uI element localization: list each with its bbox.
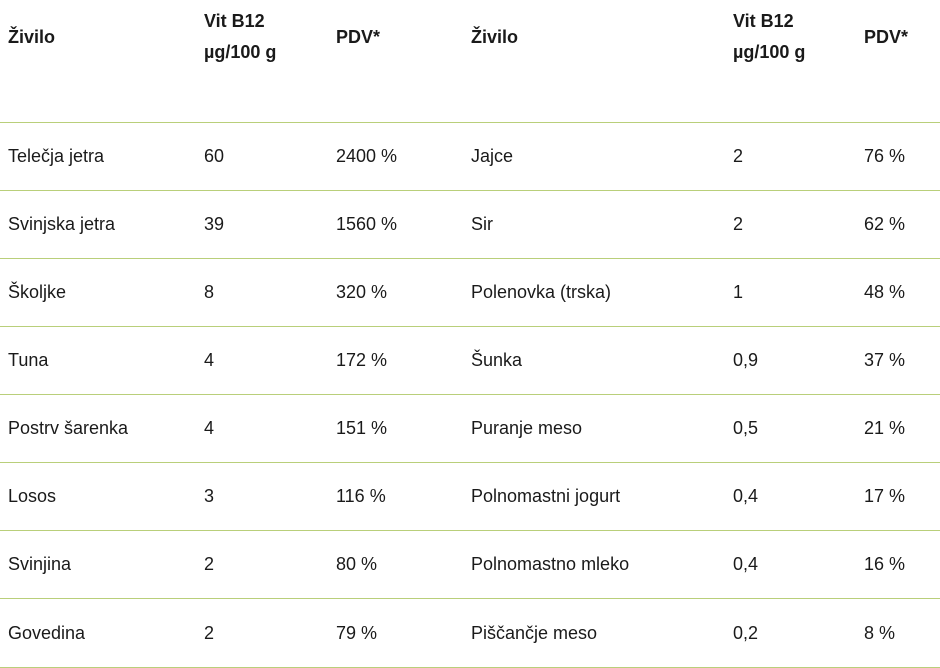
vit-right-cell: 0,9 bbox=[725, 326, 856, 395]
food-right-cell: Polnomastno mleko bbox=[463, 530, 725, 599]
pdv-right-cell: 21 % bbox=[856, 394, 940, 463]
table-header: Živilo Vit B12 µg/100 g PDV* Živilo Vit … bbox=[0, 0, 940, 123]
vit-right-cell: 0,5 bbox=[725, 394, 856, 463]
vit-right-cell: 2 bbox=[725, 122, 856, 191]
food-left-cell: Svinjska jetra bbox=[0, 190, 196, 259]
table-body: Telečja jetra 60 2400 % Jajce 2 76 % Svi… bbox=[0, 122, 940, 668]
table-row: Losos 3 116 % Polnomastni jogurt 0,4 17 … bbox=[0, 462, 940, 531]
food-left-cell: Školjke bbox=[0, 258, 196, 327]
table-row: Telečja jetra 60 2400 % Jajce 2 76 % bbox=[0, 122, 940, 191]
pdv-left-cell: 79 % bbox=[328, 598, 463, 668]
vit-left-cell: 3 bbox=[196, 462, 328, 531]
pdv-left-cell: 172 % bbox=[328, 326, 463, 395]
pdv-right-cell: 8 % bbox=[856, 598, 940, 668]
header-vit-right: Vit B12 µg/100 g bbox=[725, 0, 856, 123]
food-left-cell: Svinjina bbox=[0, 530, 196, 599]
pdv-left-cell: 2400 % bbox=[328, 122, 463, 191]
vit-left-cell: 2 bbox=[196, 530, 328, 599]
pdv-right-cell: 48 % bbox=[856, 258, 940, 327]
header-row: Živilo Vit B12 µg/100 g PDV* Živilo Vit … bbox=[0, 0, 940, 123]
header-food-left: Živilo bbox=[0, 0, 196, 123]
pdv-right-cell: 16 % bbox=[856, 530, 940, 599]
food-right-cell: Sir bbox=[463, 190, 725, 259]
header-pdv-right: PDV* bbox=[856, 0, 940, 123]
pdv-right-cell: 76 % bbox=[856, 122, 940, 191]
pdv-left-cell: 151 % bbox=[328, 394, 463, 463]
food-left-cell: Telečja jetra bbox=[0, 122, 196, 191]
pdv-left-cell: 116 % bbox=[328, 462, 463, 531]
table-row: Tuna 4 172 % Šunka 0,9 37 % bbox=[0, 326, 940, 395]
header-vit-left-line1: Vit B12 bbox=[204, 11, 265, 31]
vit-left-cell: 60 bbox=[196, 122, 328, 191]
vit-left-cell: 2 bbox=[196, 598, 328, 668]
vit-right-cell: 1 bbox=[725, 258, 856, 327]
food-left-cell: Losos bbox=[0, 462, 196, 531]
food-right-cell: Puranje meso bbox=[463, 394, 725, 463]
pdv-right-cell: 37 % bbox=[856, 326, 940, 395]
food-right-cell: Šunka bbox=[463, 326, 725, 395]
header-vit-right-line2: µg/100 g bbox=[733, 42, 806, 62]
vit-right-cell: 0,4 bbox=[725, 530, 856, 599]
pdv-right-cell: 17 % bbox=[856, 462, 940, 531]
food-right-cell: Piščančje meso bbox=[463, 598, 725, 668]
vit-right-cell: 0,4 bbox=[725, 462, 856, 531]
food-right-cell: Polenovka (trska) bbox=[463, 258, 725, 327]
table-row: Školjke 8 320 % Polenovka (trska) 1 48 % bbox=[0, 258, 940, 327]
pdv-left-cell: 80 % bbox=[328, 530, 463, 599]
vit-left-cell: 8 bbox=[196, 258, 328, 327]
pdv-left-cell: 320 % bbox=[328, 258, 463, 327]
food-left-cell: Tuna bbox=[0, 326, 196, 395]
pdv-right-cell: 62 % bbox=[856, 190, 940, 259]
header-vit-right-line1: Vit B12 bbox=[733, 11, 794, 31]
vit-left-cell: 4 bbox=[196, 394, 328, 463]
food-right-cell: Jajce bbox=[463, 122, 725, 191]
table-row: Svinjska jetra 39 1560 % Sir 2 62 % bbox=[0, 190, 940, 259]
vit-left-cell: 39 bbox=[196, 190, 328, 259]
vit-right-cell: 0,2 bbox=[725, 598, 856, 668]
food-right-cell: Polnomastni jogurt bbox=[463, 462, 725, 531]
food-left-cell: Govedina bbox=[0, 598, 196, 668]
header-vit-left: Vit B12 µg/100 g bbox=[196, 0, 328, 123]
table-row: Govedina 2 79 % Piščančje meso 0,2 8 % bbox=[0, 598, 940, 668]
food-left-cell: Postrv šarenka bbox=[0, 394, 196, 463]
vit-right-cell: 2 bbox=[725, 190, 856, 259]
header-food-right: Živilo bbox=[463, 0, 725, 123]
table-row: Svinjina 2 80 % Polnomastno mleko 0,4 16… bbox=[0, 530, 940, 599]
table-row: Postrv šarenka 4 151 % Puranje meso 0,5 … bbox=[0, 394, 940, 463]
header-pdv-left: PDV* bbox=[328, 0, 463, 123]
vit-left-cell: 4 bbox=[196, 326, 328, 395]
pdv-left-cell: 1560 % bbox=[328, 190, 463, 259]
header-vit-left-line2: µg/100 g bbox=[204, 42, 277, 62]
